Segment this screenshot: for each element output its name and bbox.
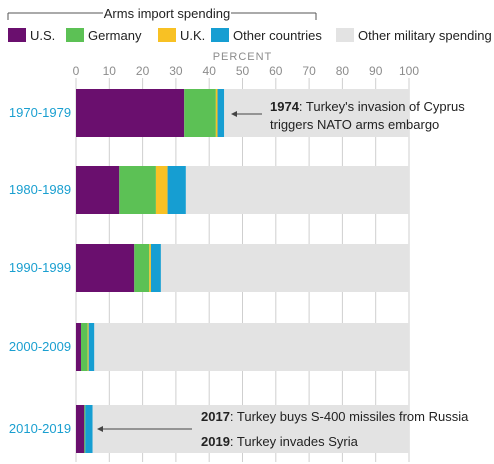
bar-0-1 (184, 89, 216, 137)
category-label-2: 1990-1999 (9, 260, 71, 275)
bar-2-2 (149, 244, 151, 292)
bar-3-1 (80, 323, 88, 371)
x-tick-label-5: 50 (236, 64, 250, 78)
annotation-0-line-1: triggers NATO arms embargo (270, 117, 439, 132)
legend-swatch-0 (8, 28, 26, 42)
bar-2-0 (76, 244, 135, 292)
legend-label-1: Germany (88, 28, 142, 43)
category-label-1: 1980-1989 (9, 182, 71, 197)
annotation-1-arrow (97, 426, 103, 432)
bar-4-3 (85, 405, 93, 453)
bar-0-2 (215, 89, 218, 137)
x-tick-label-2: 20 (136, 64, 150, 78)
legend-label-0: U.S. (30, 28, 55, 43)
bar-0-0 (76, 89, 185, 137)
bar-4-1 (84, 405, 86, 453)
bar-1-2 (155, 166, 168, 214)
legend-group-title: Arms import spending (104, 6, 230, 21)
bar-0-4 (224, 89, 409, 137)
legend-swatch-2 (158, 28, 176, 42)
legend-label-3: Other countries (233, 28, 322, 43)
bar-0-3 (217, 89, 225, 137)
bar-3-2 (87, 323, 89, 371)
x-tick-label-7: 70 (302, 64, 316, 78)
bar-1-3 (167, 166, 186, 214)
legend-swatch-1 (66, 28, 84, 42)
bar-2-3 (150, 244, 161, 292)
bar-1-1 (119, 166, 156, 214)
x-tick-label-8: 80 (336, 64, 350, 78)
category-label-4: 2010-2019 (9, 421, 71, 436)
annotation-0-arrow (231, 111, 237, 117)
bar-3-4 (94, 323, 409, 371)
category-label-0: 1970-1979 (9, 105, 71, 120)
category-label-3: 2000-2009 (9, 339, 71, 354)
bar-4-0 (76, 405, 85, 453)
bar-2-4 (160, 244, 409, 292)
x-tick-label-6: 60 (269, 64, 283, 78)
annotation-1-line-1: 2019: Turkey invades Syria (201, 434, 359, 449)
x-tick-label-9: 90 (369, 64, 383, 78)
legend-label-4: Other military spending (358, 28, 492, 43)
legend-swatch-4 (336, 28, 354, 42)
legend-label-2: U.K. (180, 28, 205, 43)
bar-1-0 (76, 166, 120, 214)
bar-2-1 (134, 244, 150, 292)
x-tick-label-4: 40 (203, 64, 217, 78)
x-tick-label-10: 100 (399, 64, 419, 78)
annotation-0-line-0: 1974: Turkey's invasion of Cyprus (270, 99, 465, 114)
bar-1-4 (185, 166, 409, 214)
x-tick-label-0: 0 (73, 64, 80, 78)
x-axis-label: PERCENT (213, 51, 273, 63)
x-tick-label-3: 30 (169, 64, 183, 78)
bar-3-0 (76, 323, 81, 371)
bar-3-3 (88, 323, 95, 371)
annotation-1-line-0: 2017: Turkey buys S-400 missiles from Ru… (201, 409, 469, 424)
legend-swatch-3 (211, 28, 229, 42)
x-tick-label-1: 10 (103, 64, 117, 78)
